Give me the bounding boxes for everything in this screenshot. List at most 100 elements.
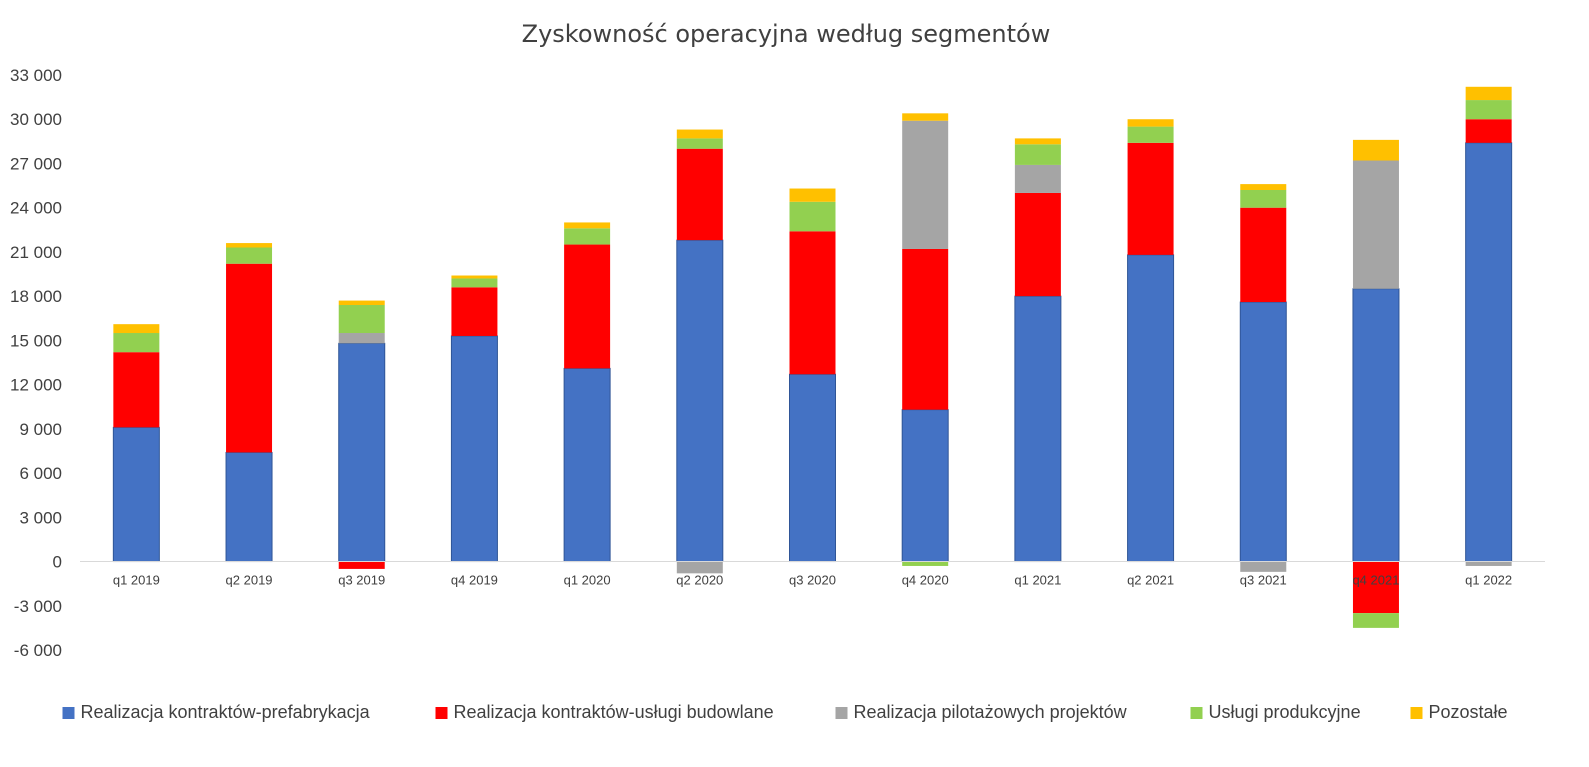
legend-item: Realizacja pilotażowych projektów: [835, 702, 1128, 722]
bar-segment: [789, 373, 836, 563]
bar-segment: [113, 352, 160, 428]
bar-segment: [1352, 613, 1399, 628]
bar-segment: [1240, 561, 1287, 572]
bar-segment: [1014, 164, 1061, 193]
x-tick-label: q2 2020: [676, 573, 723, 588]
legend-label: Usługi produkcyjne: [1209, 702, 1361, 722]
bar-segment: [676, 148, 723, 241]
bar-segment: [1465, 86, 1512, 101]
bar-segment: [226, 247, 273, 264]
bar-segment: [1352, 288, 1400, 563]
bar-segment: [1352, 561, 1399, 614]
x-tick-label: q2 2021: [1127, 573, 1174, 588]
bar-segment: [789, 201, 836, 232]
y-axis-labels: -6 000 -3 000 0 3 000 6 000 9 000 12 000 15 000…: [10, 66, 62, 660]
bar-segment: [1127, 119, 1174, 127]
bar-segment: [451, 275, 498, 279]
bar-segment: [564, 228, 611, 245]
x-tick-label: q3 2019: [338, 573, 385, 588]
y-tick-label: -3 000: [14, 597, 62, 616]
legend-swatch: [835, 707, 848, 719]
bar-segment: [1127, 142, 1174, 255]
bar-segment: [113, 324, 160, 334]
y-tick-label: 3 000: [19, 508, 62, 527]
bar-segment: [1465, 100, 1512, 120]
bar-segment: [1240, 184, 1287, 190]
y-tick-label: 27 000: [10, 154, 62, 173]
legend-swatch: [62, 707, 75, 719]
x-tick-label: q3 2020: [789, 573, 836, 588]
bar-segment: [902, 120, 949, 249]
bars-layer: [112, 86, 1513, 628]
bar-segment: [1014, 138, 1061, 145]
y-tick-label: 0: [53, 553, 62, 572]
bar-segment: [451, 287, 498, 336]
bar-segment: [1014, 192, 1061, 297]
bar-segment: [901, 409, 949, 563]
bar-segment: [789, 188, 836, 202]
legend-item: Pozostałe: [1410, 702, 1508, 722]
bar-segment: [676, 239, 724, 563]
bar-segment: [338, 305, 385, 334]
bar-segment: [225, 451, 273, 563]
x-tick-label: q1 2021: [1014, 573, 1061, 588]
bar-segment: [226, 243, 273, 248]
legend-label: Realizacja kontraktów-usługi budowlane: [454, 702, 774, 722]
x-tick-label: q2 2019: [226, 573, 273, 588]
legend-label: Pozostałe: [1429, 702, 1508, 722]
bar-segment: [676, 561, 723, 574]
bar-segment: [338, 561, 385, 569]
bar-segment: [1239, 301, 1287, 563]
legend-item: Usługi produkcyjne: [1190, 702, 1361, 722]
legend-item: Realizacja kontraktów-usługi budowlane: [435, 702, 774, 722]
bar-segment: [564, 222, 611, 229]
bar-segment: [338, 342, 386, 563]
x-tick-label: q1 2019: [113, 573, 160, 588]
bar-segment: [564, 244, 611, 369]
y-tick-label: 6 000: [19, 464, 62, 483]
y-tick-label: -6 000: [14, 641, 62, 660]
bar-segment: [1127, 126, 1174, 143]
y-tick-label: 33 000: [10, 66, 62, 85]
bar-segment: [902, 248, 949, 410]
bar-segment: [112, 426, 160, 563]
x-axis-labels: q1 2019 q2 2019 q3 2019 q4 2019 q1 2020 q2 20…: [113, 573, 1512, 588]
bar-segment: [226, 263, 273, 453]
bar-segment: [676, 138, 723, 149]
y-tick-label: 18 000: [10, 287, 62, 306]
legend-swatch: [435, 707, 448, 719]
bar-segment: [338, 300, 385, 305]
x-tick-label: q4 2019: [451, 573, 498, 588]
legend-label: Realizacja kontraktów-prefabrykacja: [81, 702, 371, 722]
bar-segment: [338, 333, 385, 344]
bar-segment: [1465, 561, 1512, 566]
bar-segment: [450, 335, 498, 563]
y-tick-label: 9 000: [19, 420, 62, 439]
legend-label: Realizacja pilotażowych projektów: [854, 702, 1128, 722]
legend: Realizacja kontraktów-prefabrykacja Reali…: [62, 702, 1508, 722]
x-tick-label: q1 2022: [1465, 573, 1512, 588]
bar-segment: [902, 113, 949, 121]
y-tick-label: 12 000: [10, 376, 62, 395]
bar-segment: [451, 278, 498, 288]
bar-segment: [676, 129, 723, 139]
bar-segment: [1240, 207, 1287, 303]
y-tick-label: 30 000: [10, 110, 62, 129]
bar-segment: [1352, 139, 1399, 161]
y-tick-label: 24 000: [10, 199, 62, 218]
bar-segment: [1014, 295, 1062, 563]
y-tick-label: 15 000: [10, 331, 62, 350]
bar-segment: [1014, 144, 1061, 165]
bar-segment: [902, 561, 949, 566]
x-tick-label: q3 2021: [1240, 573, 1287, 588]
bar-segment: [1240, 190, 1287, 208]
bar-segment: [1465, 142, 1513, 563]
legend-item: Realizacja kontraktów-prefabrykacja: [62, 702, 371, 722]
x-tick-label: q4 2021: [1352, 573, 1399, 588]
chart-title: Zyskowność operacyjna według segmentów: [522, 20, 1051, 48]
x-tick-label: q4 2020: [902, 573, 949, 588]
bar-segment: [1465, 119, 1512, 143]
bar-segment: [789, 231, 836, 375]
legend-swatch: [1410, 707, 1423, 719]
